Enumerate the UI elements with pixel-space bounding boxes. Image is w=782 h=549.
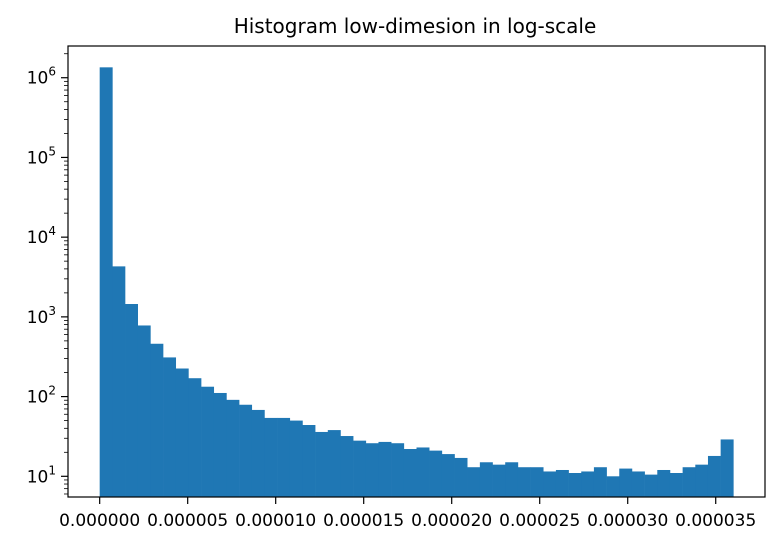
histogram-bar — [251, 409, 265, 497]
histogram-bar — [213, 392, 227, 497]
histogram-bar — [429, 450, 443, 497]
histogram-bar — [492, 464, 506, 497]
histogram-bar — [175, 368, 189, 497]
histogram-bar — [657, 469, 671, 497]
histogram-bar — [619, 468, 633, 497]
histogram-bar — [163, 357, 177, 497]
y-tick-label: 101 — [27, 463, 56, 487]
histogram-bar — [581, 471, 595, 497]
histogram-bar — [682, 467, 696, 497]
histogram-bar — [340, 436, 354, 497]
histogram-bar — [479, 462, 493, 497]
histogram-bar — [593, 467, 607, 497]
histogram-bar — [695, 464, 709, 497]
histogram-bar — [378, 441, 392, 497]
histogram-bar — [568, 473, 582, 497]
x-tick-label: 0.000035 — [675, 511, 756, 531]
histogram-bar — [454, 457, 468, 497]
histogram-bar — [644, 474, 658, 497]
y-tick-label: 104 — [27, 224, 56, 248]
plot-frame — [67, 45, 766, 498]
histogram-bar — [226, 399, 240, 497]
histogram-bar — [302, 425, 316, 497]
histogram-bar — [264, 417, 278, 497]
y-tick-label: 106 — [27, 65, 56, 89]
histogram-bar — [315, 431, 329, 497]
y-tick-label: 102 — [27, 384, 56, 408]
histogram-bar — [416, 447, 430, 497]
histogram-bar — [277, 417, 291, 497]
x-tick-label: 0.000005 — [147, 511, 228, 531]
y-tick-label: 103 — [27, 304, 56, 328]
histogram-bar — [137, 325, 151, 497]
histogram-bar — [555, 469, 569, 497]
histogram-bar — [239, 404, 253, 497]
histogram-bar — [201, 386, 215, 497]
histogram-bar — [707, 455, 721, 497]
histogram-bar — [669, 473, 683, 497]
histogram-bar — [403, 449, 417, 497]
y-axis: 101 102 103 104 105 106 — [27, 65, 68, 487]
histogram-bar — [188, 378, 202, 497]
histogram-bar — [150, 343, 164, 497]
x-tick-label: 0.000000 — [59, 511, 140, 531]
histogram-bar — [606, 476, 620, 497]
histogram-bars — [99, 67, 734, 498]
histogram-bar — [517, 467, 531, 497]
x-tick-label: 0.000010 — [235, 511, 316, 531]
y-tick-label: 105 — [27, 144, 56, 168]
histogram-bar — [289, 420, 303, 497]
y-minor-ticks — [64, 53, 68, 495]
histogram-bar — [365, 443, 379, 497]
chart-title: Histogram low-dimesion in log-scale — [234, 14, 597, 38]
histogram-bar — [125, 304, 138, 497]
x-tick-label: 0.000015 — [323, 511, 404, 531]
x-tick-label: 0.000030 — [587, 511, 668, 531]
x-tick-label: 0.000020 — [411, 511, 492, 531]
histogram-bar — [327, 430, 341, 497]
histogram-bar — [530, 467, 544, 497]
x-axis: 0.000000 0.000005 0.000010 0.000015 0.000020… — [59, 497, 756, 531]
histogram-bar — [112, 266, 126, 497]
histogram-bar — [441, 454, 455, 497]
x-tick-label: 0.000025 — [499, 511, 580, 531]
histogram-bar — [467, 467, 481, 497]
histogram-bar — [353, 440, 367, 497]
histogram-bar — [99, 67, 113, 498]
histogram-bar — [720, 439, 734, 497]
histogram-bar — [543, 471, 557, 497]
histogram-bar — [505, 462, 519, 497]
histogram-bar — [391, 443, 405, 497]
histogram-bar — [631, 471, 645, 497]
